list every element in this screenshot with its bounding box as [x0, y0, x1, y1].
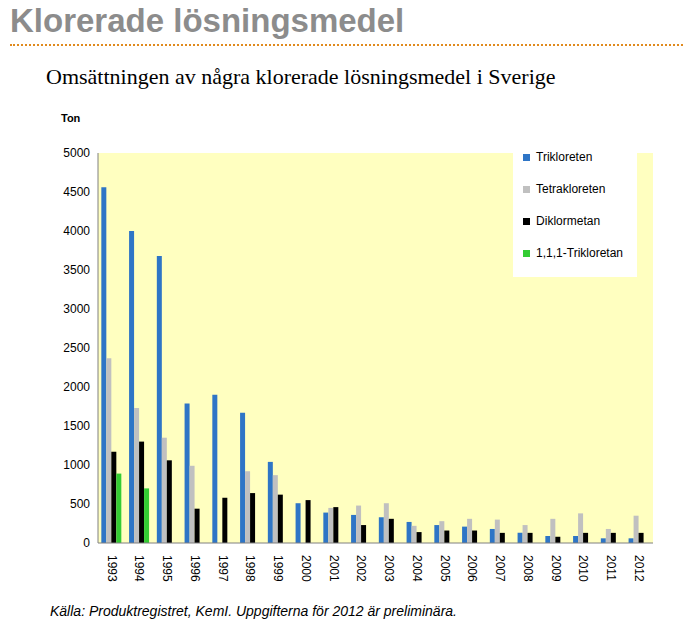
- svg-text:500: 500: [70, 497, 90, 511]
- svg-text:3000: 3000: [63, 302, 90, 316]
- svg-text:1997: 1997: [216, 555, 230, 582]
- svg-text:2003: 2003: [382, 555, 396, 582]
- svg-text:1998: 1998: [243, 555, 257, 582]
- svg-text:2007: 2007: [493, 555, 507, 582]
- svg-text:2001: 2001: [327, 555, 341, 582]
- svg-text:2010: 2010: [576, 555, 590, 582]
- svg-text:1993: 1993: [105, 555, 119, 582]
- html-text:Källa: Produktregistret, KemI.: Källa: Produktregistret, KemI. Uppgifter…: [50, 603, 457, 619]
- html-text:Ton: Ton: [61, 112, 81, 124]
- svg-text:1995: 1995: [160, 555, 174, 582]
- svg-text:2005: 2005: [438, 555, 452, 582]
- svg-text:1996: 1996: [188, 555, 202, 582]
- html-text:Trikloreten: Trikloreten: [536, 150, 593, 164]
- svg-text:1000: 1000: [63, 458, 90, 472]
- svg-text:4500: 4500: [63, 185, 90, 199]
- html-text:Diklormetan: Diklormetan: [536, 214, 601, 228]
- html-text:Omsättningen av några klorerad: Omsättningen av några klorerade lösnings…: [46, 64, 556, 89]
- svg-text:1999: 1999: [271, 555, 285, 582]
- svg-text:3500: 3500: [63, 263, 90, 277]
- svg-text:1994: 1994: [132, 555, 146, 582]
- svg-text:2011: 2011: [604, 555, 618, 581]
- svg-text:2009: 2009: [549, 555, 563, 582]
- svg-text:0: 0: [83, 536, 90, 550]
- svg-text:2002: 2002: [354, 555, 368, 582]
- svg-text:2000: 2000: [63, 380, 90, 394]
- svg-text:2000: 2000: [299, 555, 313, 582]
- svg-text:2006: 2006: [465, 555, 479, 582]
- svg-text:4000: 4000: [63, 224, 90, 238]
- svg-text:2004: 2004: [410, 555, 424, 582]
- svg-text:2012: 2012: [632, 555, 646, 582]
- svg-text:5000: 5000: [63, 146, 90, 160]
- svg-text:2008: 2008: [521, 555, 535, 582]
- svg-text:1500: 1500: [63, 419, 90, 433]
- html-text:1,1,1-Trikloretan: 1,1,1-Trikloretan: [536, 246, 623, 260]
- svg-text:2500: 2500: [63, 341, 90, 355]
- html-text:Tetrakloreten: Tetrakloreten: [536, 182, 606, 196]
